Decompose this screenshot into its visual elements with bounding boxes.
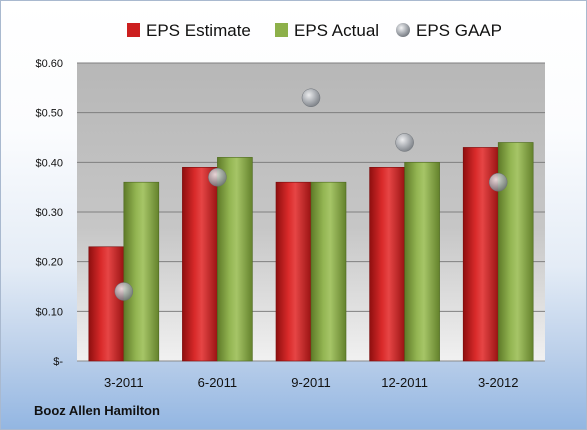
legend-estimate-swatch [127,23,140,37]
gaap-points [114,88,508,301]
legend-estimate-label: EPS Estimate [146,21,251,40]
x-tick-label: 12-2011 [381,375,428,390]
company-name: Booz Allen Hamilton [34,403,160,418]
estimate-bar [182,167,218,362]
x-tick-label: 9-2011 [291,375,331,390]
estimate-bar [369,167,405,362]
y-tick-label: $0.50 [35,108,63,120]
gaap-point [301,88,321,108]
y-tick-label: $0.40 [35,157,63,169]
gaap-point [488,172,508,192]
y-tick-label: $0.60 [35,58,63,70]
y-tick-label: $0.10 [35,306,63,318]
legend-actual-swatch [275,23,288,37]
legend-gaap-marker [396,23,410,37]
y-tick-label: $0.20 [35,257,63,269]
y-tick-label: $- [53,356,63,368]
gaap-point [395,133,414,152]
estimate-bar [275,181,312,362]
actual-bar [310,181,347,362]
legend: EPS Estimate EPS Actual EPS GAAP [127,21,502,40]
legend-gaap-label: EPS GAAP [416,21,502,40]
legend-actual-label: EPS Actual [294,21,379,40]
x-tick-label: 3-2012 [478,375,518,390]
actual-bar [404,162,440,362]
gaap-point [208,167,227,187]
y-tick-label: $0.30 [35,207,63,219]
actual-bar [217,157,253,362]
gaap-point [114,282,134,301]
x-axis-ticks: 3-2011 6-2011 9-2011 12-2011 3-2012 [104,375,518,390]
y-axis-ticks: $0.60 $0.50 $0.40 $0.30 $0.20 $0.10 $- [35,58,63,368]
actual-bar [123,181,160,362]
x-tick-label: 3-2011 [104,375,144,390]
x-tick-label: 6-2011 [198,375,238,390]
estimate-bar [88,246,125,362]
